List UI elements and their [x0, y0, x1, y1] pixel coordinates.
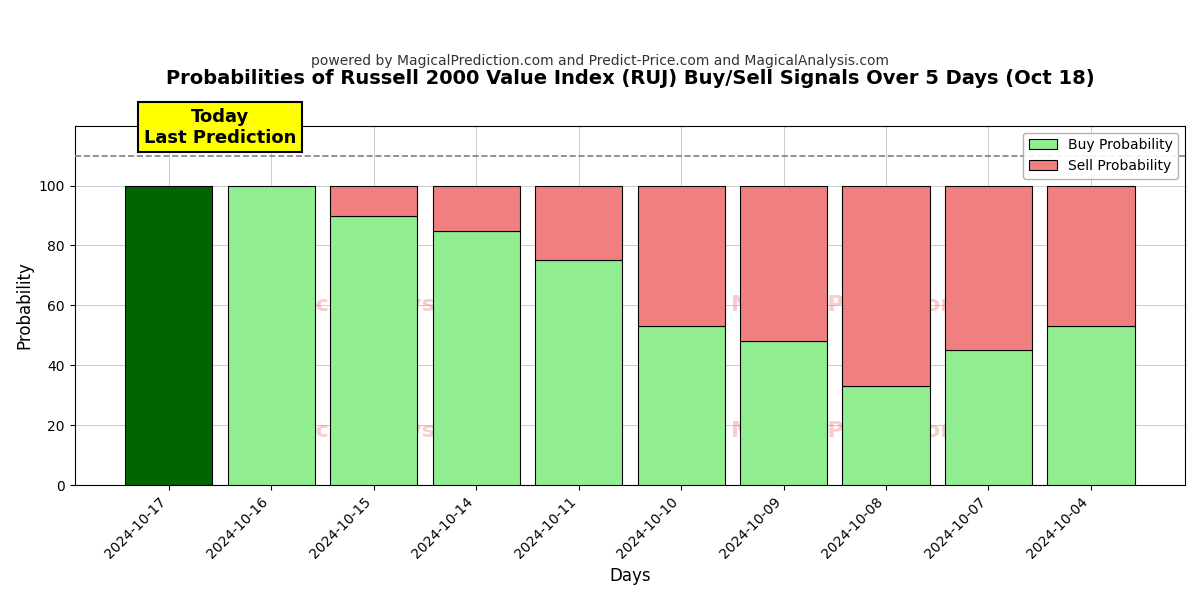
Bar [330, 215, 418, 485]
Bar [637, 185, 725, 326]
Text: MagicalAnalysis.com: MagicalAnalysis.com [254, 295, 516, 316]
Bar [740, 185, 827, 341]
Bar [944, 350, 1032, 485]
Text: powered by MagicalPrediction.com and Predict-Price.com and MagicalAnalysis.com: powered by MagicalPrediction.com and Pre… [311, 54, 889, 68]
Y-axis label: Probability: Probability [16, 262, 34, 349]
Bar [535, 260, 622, 485]
Bar [1048, 326, 1134, 485]
X-axis label: Days: Days [610, 567, 650, 585]
Bar [740, 341, 827, 485]
Bar [637, 326, 725, 485]
Bar [535, 185, 622, 260]
Legend: Buy Probability, Sell Probability: Buy Probability, Sell Probability [1024, 133, 1178, 179]
Title: Probabilities of Russell 2000 Value Index (RUJ) Buy/Sell Signals Over 5 Days (Oc: Probabilities of Russell 2000 Value Inde… [166, 69, 1094, 88]
Bar [842, 386, 930, 485]
Text: MagicalAnalysis.com: MagicalAnalysis.com [254, 421, 516, 441]
Bar [330, 185, 418, 215]
Bar [228, 185, 314, 485]
Text: Today
Last Prediction: Today Last Prediction [144, 108, 296, 146]
Bar [944, 185, 1032, 350]
Text: MagicalPrediction.com: MagicalPrediction.com [732, 295, 1016, 316]
Bar [842, 185, 930, 386]
Bar [125, 185, 212, 485]
Bar [432, 230, 520, 485]
Bar [1048, 185, 1134, 326]
Text: MagicalPrediction.com: MagicalPrediction.com [732, 421, 1016, 441]
Bar [432, 185, 520, 230]
